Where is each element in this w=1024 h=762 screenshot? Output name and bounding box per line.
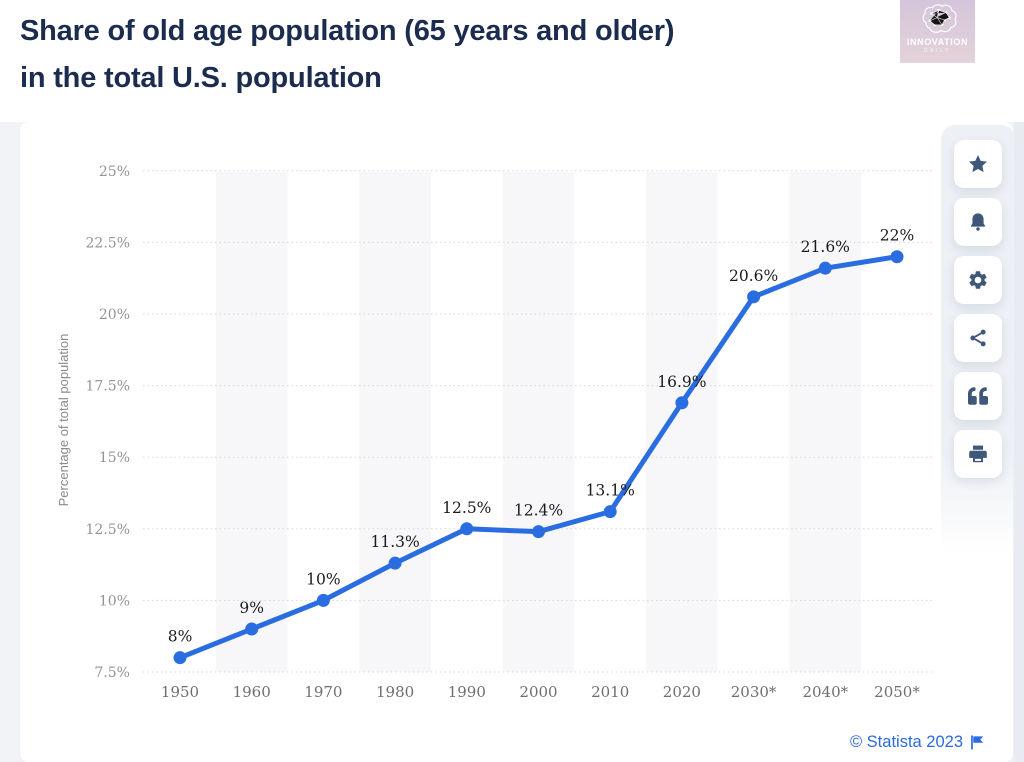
data-point[interactable] [675, 396, 689, 410]
gear-icon [969, 271, 987, 289]
data-point[interactable] [173, 651, 187, 665]
y-tick-label: 20% [99, 307, 130, 323]
data-point[interactable] [460, 522, 474, 536]
data-point-label: 16.9% [657, 373, 706, 391]
column-band [646, 172, 718, 672]
x-tick-label: 2040* [802, 683, 848, 701]
share-icon [970, 329, 986, 347]
x-tick-label: 2000 [519, 683, 557, 701]
y-tick-label: 10% [99, 593, 130, 609]
y-tick-label: 15% [99, 450, 130, 466]
data-point[interactable] [747, 290, 761, 304]
favorite-button[interactable] [954, 140, 1002, 188]
data-point[interactable] [818, 261, 832, 275]
scrollbar-gutter[interactable] [1014, 122, 1024, 762]
column-band [789, 172, 862, 672]
data-point[interactable] [388, 556, 402, 570]
data-point-label: 12.5% [442, 499, 491, 517]
data-point[interactable] [890, 250, 904, 264]
data-point-label: 22% [880, 227, 914, 245]
toolbar [941, 125, 1015, 555]
share-button[interactable] [954, 314, 1002, 362]
data-point-label: 9% [239, 599, 264, 617]
settings-button[interactable] [954, 256, 1002, 304]
statista-credit-link[interactable]: © Statista 2023 [850, 733, 985, 752]
logo-text: INNOVATION [906, 37, 969, 47]
column-band [359, 172, 431, 672]
quote-icon [968, 387, 988, 405]
alerts-button[interactable] [954, 198, 1002, 246]
print-button[interactable] [954, 430, 1002, 478]
y-tick-label: 12.5% [86, 522, 130, 538]
y-tick-label: 17.5% [86, 379, 130, 395]
logo-subtext: DAILY [923, 48, 952, 54]
y-axis-title: Percentage of total population [56, 334, 71, 507]
data-point[interactable] [603, 505, 617, 519]
data-point-label: 20.6% [729, 267, 778, 285]
data-point-label: 11.3% [370, 533, 419, 551]
page-title: Share of old age population (65 years an… [20, 8, 675, 102]
data-point-label: 10% [306, 570, 340, 588]
brain-network-icon [921, 4, 957, 33]
data-point[interactable] [316, 593, 330, 607]
y-tick-label: 7.5% [94, 665, 130, 681]
data-point[interactable] [245, 622, 259, 636]
header: Share of old age population (65 years an… [0, 0, 1024, 122]
credit-text: © Statista 2023 [849, 733, 963, 751]
x-tick-label: 2010 [591, 683, 629, 701]
x-tick-label: 1980 [376, 683, 414, 701]
chart-card: 25% 22.5% 20% 17.5% 15% 12.5% 10% 7.5% Percentag… [20, 122, 1013, 762]
data-point-label: 12.4% [514, 502, 563, 520]
x-tick-label: 2030* [731, 683, 777, 701]
x-tick-label: 1990 [448, 683, 486, 701]
bell-icon [970, 213, 986, 231]
printer-icon [969, 445, 987, 463]
x-tick-label: 1960 [233, 683, 271, 701]
flag-icon [971, 735, 984, 750]
x-tick-label: 1970 [304, 683, 342, 701]
data-point-label: 13.1% [586, 482, 635, 500]
x-tick-label: 1950 [161, 683, 199, 701]
column-band [502, 172, 575, 672]
page-title-line1: Share of old age population (65 years an… [20, 15, 675, 47]
y-tick-label: 22.5% [86, 235, 130, 251]
data-point-label: 8% [168, 628, 193, 646]
line-chart: 25% 22.5% 20% 17.5% 15% 12.5% 10% 7.5% Percentag… [56, 164, 935, 701]
cite-button[interactable] [954, 372, 1002, 420]
data-point-label: 21.6% [801, 238, 850, 256]
column-band [215, 172, 288, 672]
data-point[interactable] [532, 525, 545, 539]
x-tick-label: 2020 [663, 683, 701, 701]
main-area: 25% 22.5% 20% 17.5% 15% 12.5% 10% 7.5% Percentag… [0, 122, 1024, 762]
y-tick-label: 25% [99, 164, 130, 180]
x-tick-label: 2050* [874, 683, 920, 701]
star-icon [969, 155, 987, 173]
brand-logo: INNOVATION DAILY [900, 0, 975, 63]
page-title-line2: in the total U.S. population [20, 62, 382, 94]
